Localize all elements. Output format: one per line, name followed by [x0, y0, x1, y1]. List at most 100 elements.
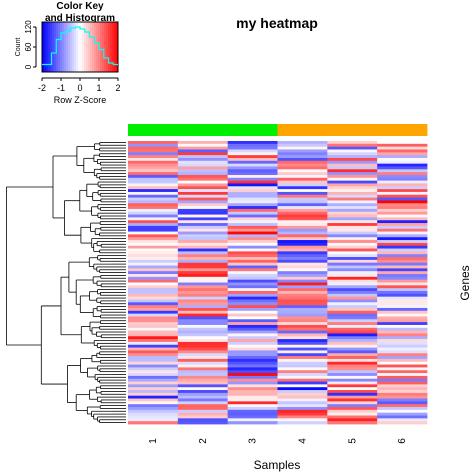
heatmap-cell — [277, 305, 328, 309]
heatmap-cell — [277, 211, 328, 215]
heatmap-cell — [277, 307, 328, 312]
heatmap-cell — [128, 155, 179, 159]
heatmap-cell — [128, 415, 179, 419]
heatmap-cell — [227, 358, 278, 363]
heatmap-cell — [177, 208, 229, 213]
heatmap-cell — [128, 237, 179, 241]
heatmap-cell — [377, 319, 428, 323]
heatmap-cell — [177, 177, 229, 182]
heatmap-cell — [227, 177, 278, 182]
heatmap-cell — [128, 290, 179, 295]
color-key-strip — [100, 22, 103, 72]
heatmap-cell — [227, 307, 278, 312]
heatmap-cell — [227, 254, 278, 258]
heatmap-cell — [177, 305, 229, 309]
heatmap-cell — [377, 313, 428, 317]
heatmap-cell — [327, 189, 378, 193]
heatmap-cell — [128, 313, 179, 317]
heatmap-cell — [227, 274, 278, 278]
heatmap-cell — [377, 268, 428, 272]
heatmap-cell — [377, 378, 428, 382]
heatmap-cell — [327, 341, 378, 346]
heatmap-cell — [377, 356, 428, 360]
heatmap-cell — [277, 418, 328, 422]
heatmap-cell — [227, 251, 278, 255]
heatmap-cell — [377, 186, 428, 190]
heatmap-cell — [227, 282, 278, 286]
heatmap-cell — [277, 194, 328, 198]
heatmap-cell — [177, 333, 229, 337]
color-key-title-line2: and Histogram — [45, 13, 115, 24]
heatmap-cell — [177, 225, 229, 230]
heatmap-cell — [377, 373, 428, 377]
heatmap-cell — [128, 375, 179, 380]
heatmap-cell — [128, 217, 179, 221]
heatmap-cell — [277, 282, 328, 286]
heatmap-cell — [327, 356, 378, 360]
heatmap-cell — [177, 155, 229, 159]
heatmap-cell — [128, 149, 179, 153]
heatmap-cell — [177, 316, 229, 320]
heatmap-cell — [227, 313, 278, 317]
heatmap-cell — [327, 180, 378, 184]
heatmap-cell — [277, 251, 328, 255]
heatmap-cell — [277, 240, 328, 244]
heatmap-cell — [277, 409, 328, 414]
heatmap-cell — [177, 166, 229, 170]
column-label-1: 1 — [148, 438, 159, 444]
heatmap-cell — [128, 302, 179, 306]
heatmap-cell — [177, 381, 229, 385]
heatmap-cell — [377, 290, 428, 295]
color-key-strip — [102, 22, 105, 72]
heatmap-cell — [327, 231, 378, 235]
heatmap-cell — [128, 225, 179, 230]
heatmap-cell — [128, 310, 179, 315]
color-key-strip — [48, 22, 51, 72]
color-key-strip — [94, 22, 97, 72]
heatmap-cell — [177, 375, 229, 380]
heatmap-cell — [377, 324, 428, 329]
heatmap-cell — [277, 302, 328, 306]
heatmap-cell — [377, 163, 428, 167]
heatmap-cell — [227, 353, 278, 357]
heatmap-cell — [177, 378, 229, 382]
heatmap-cell — [277, 163, 328, 167]
heatmap-cell — [377, 350, 428, 354]
heatmap-cell — [128, 361, 179, 365]
heatmap-cell — [327, 217, 378, 221]
heatmap-cell — [327, 401, 378, 405]
heatmap-cell — [177, 415, 229, 419]
column-side-color-4 — [277, 124, 328, 136]
heatmap-cell — [177, 307, 229, 312]
heatmap-cell — [277, 407, 328, 411]
heatmap-cell — [177, 206, 229, 210]
color-key-strip — [92, 22, 95, 72]
heatmap-cell — [128, 262, 179, 266]
heatmap-cell — [177, 296, 229, 300]
heatmap-cell — [128, 347, 179, 351]
heatmap-cell — [327, 237, 378, 241]
heatmap-cell — [377, 412, 428, 416]
heatmap-cell — [277, 257, 328, 261]
heatmap-cell — [128, 299, 179, 303]
heatmap-cell — [177, 276, 229, 281]
heatmap-cell — [177, 324, 229, 329]
heatmap-cell — [227, 367, 278, 371]
heatmap-cell — [128, 293, 179, 298]
heatmap-cell — [277, 177, 328, 182]
heatmap-cell — [227, 169, 278, 173]
color-key-xlabel: Row Z-Score — [54, 95, 107, 105]
heatmap-cell — [227, 268, 278, 272]
heatmap-cell — [377, 189, 428, 193]
heatmap-cell — [177, 174, 229, 179]
heatmap-cell — [177, 242, 229, 247]
color-key-strip — [72, 22, 75, 72]
heatmap-cell — [377, 339, 428, 343]
heatmap-cell — [377, 155, 428, 159]
heatmap-cell — [327, 200, 378, 204]
heatmap-cell — [327, 248, 378, 252]
heatmap-cell — [277, 387, 328, 391]
heatmap-cell — [327, 208, 378, 213]
heatmap-cell — [227, 305, 278, 309]
heatmap-cell — [177, 152, 229, 156]
